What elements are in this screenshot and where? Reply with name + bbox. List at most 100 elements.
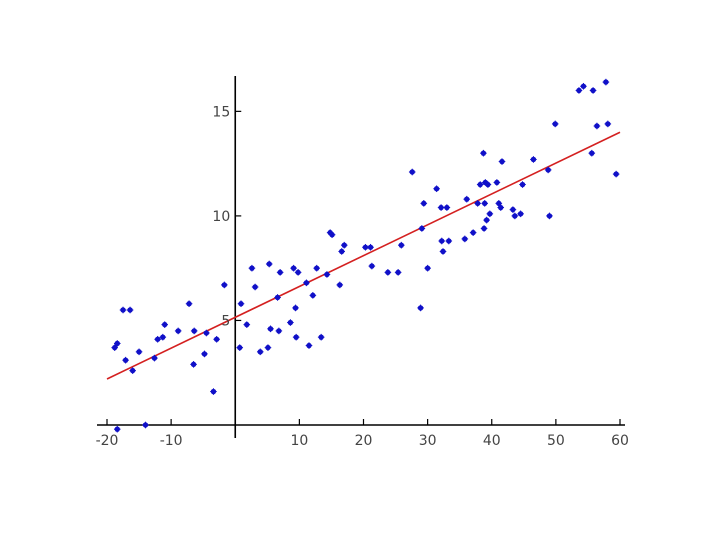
data-point [575, 87, 583, 94]
data-point [589, 87, 597, 94]
data-point [588, 149, 596, 157]
data-point [484, 181, 492, 188]
data-point [159, 333, 167, 341]
data-point [292, 333, 300, 341]
data-point [313, 264, 320, 272]
data-point [469, 229, 477, 236]
regression-line [106, 131, 621, 380]
data-points [111, 78, 620, 433]
data-point [185, 300, 193, 308]
data-point [305, 342, 313, 349]
data-point [303, 279, 310, 287]
x-tick-label: 30 [419, 433, 437, 449]
data-point [317, 333, 325, 341]
data-point [111, 344, 118, 351]
data-point [264, 344, 272, 351]
data-point [498, 158, 506, 165]
data-point [481, 200, 488, 207]
data-point [463, 195, 471, 203]
data-point [367, 243, 374, 251]
y-tick-label: 15 [212, 104, 230, 120]
y-tick-label: 5 [221, 313, 230, 329]
data-point [274, 294, 281, 301]
data-point [256, 348, 264, 356]
data-point [328, 231, 336, 239]
data-point [604, 120, 612, 128]
data-point [486, 210, 494, 218]
data-point [551, 120, 559, 128]
data-point [509, 206, 517, 213]
data-point [439, 248, 447, 255]
fit-line-layer [106, 131, 621, 380]
data-point [122, 356, 129, 364]
data-point [530, 156, 537, 163]
data-point [593, 122, 601, 130]
data-point [174, 327, 182, 335]
x-tick-label: 40 [483, 433, 501, 449]
data-point [511, 212, 519, 220]
data-point [580, 82, 587, 90]
x-tick-label: -10 [160, 433, 183, 449]
data-point [495, 200, 503, 207]
data-point [438, 237, 446, 245]
data-point [243, 321, 251, 328]
data-point [398, 241, 405, 249]
data-point [546, 212, 553, 220]
data-point [417, 304, 424, 312]
data-point [384, 269, 392, 276]
data-point [113, 425, 121, 433]
data-point [237, 300, 245, 308]
data-point [210, 388, 217, 395]
data-point [519, 181, 526, 188]
y-tick-label: 10 [212, 209, 230, 225]
data-point [275, 327, 283, 335]
data-point [443, 204, 451, 211]
data-point [433, 185, 440, 193]
data-point [221, 281, 228, 289]
x-tick-label: 60 [611, 433, 629, 449]
data-point [309, 292, 317, 299]
data-point [201, 350, 208, 358]
data-point [190, 361, 197, 368]
data-point [119, 306, 127, 314]
tick-labels: -20 -10 10 20 30 40 50 60 5 10 15 [96, 104, 629, 449]
data-point [129, 367, 136, 374]
data-point [336, 281, 344, 289]
x-tick-label: 20 [355, 433, 373, 449]
data-point [142, 421, 149, 429]
data-point [340, 241, 348, 249]
data-point [368, 262, 376, 270]
data-point [394, 269, 402, 276]
data-point [190, 327, 198, 335]
data-point [290, 264, 297, 272]
data-point [126, 306, 134, 314]
data-point [461, 235, 469, 243]
data-point [420, 200, 428, 207]
data-point [294, 269, 302, 276]
data-point [161, 321, 169, 328]
data-point [154, 335, 161, 343]
data-point [338, 248, 345, 255]
data-point [276, 269, 284, 276]
data-point [408, 168, 416, 176]
data-point [480, 149, 487, 157]
data-point [474, 200, 481, 207]
data-point [135, 348, 143, 356]
x-tick-label: 10 [290, 433, 308, 449]
axes [97, 76, 625, 438]
data-point [418, 225, 426, 232]
data-point [493, 179, 501, 186]
data-point [248, 264, 256, 272]
data-point [480, 225, 488, 232]
data-point [203, 329, 210, 337]
data-point [113, 340, 121, 347]
data-point [151, 354, 158, 362]
data-point [517, 210, 524, 218]
data-point [251, 283, 259, 291]
data-point [424, 264, 431, 272]
data-point [483, 216, 490, 224]
data-point [497, 204, 505, 211]
data-point [323, 271, 331, 278]
data-point [602, 78, 610, 86]
